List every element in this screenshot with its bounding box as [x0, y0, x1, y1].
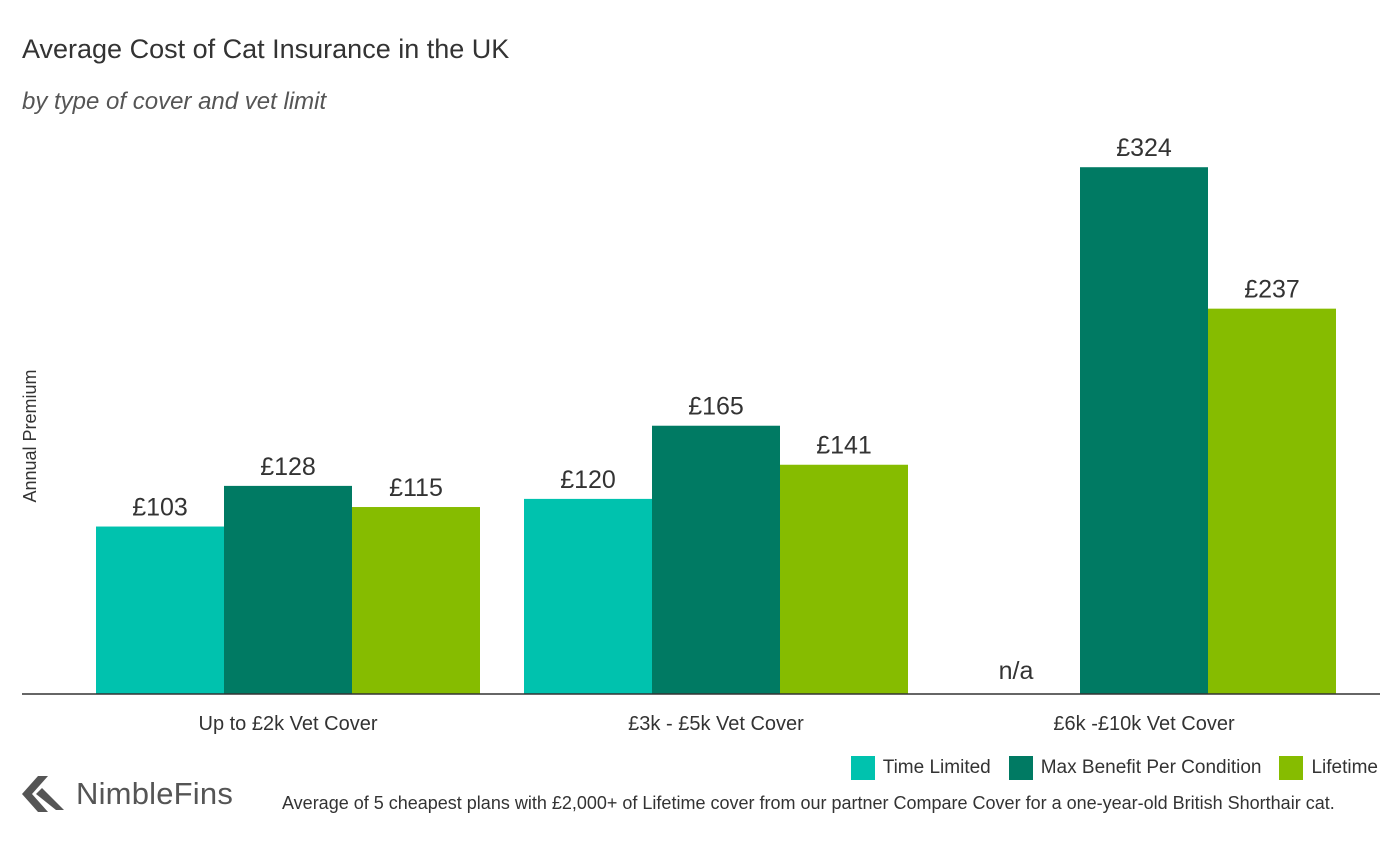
data-label-lifetime-3: £237: [1244, 276, 1300, 304]
data-label-time-limited-3: n/a: [999, 657, 1034, 685]
x-tick-label-1: Up to £2k Vet Cover: [199, 713, 378, 735]
legend-swatch-lifetime: [1279, 756, 1304, 780]
brand-logo: NimbleFins: [20, 774, 233, 814]
bar-time-limited-2: [524, 498, 652, 694]
legend-label-lifetime: Lifetime: [1311, 757, 1378, 778]
data-label-time-limited-1: £103: [132, 494, 188, 522]
x-tick-label-3: £6k -£10k Vet Cover: [1053, 713, 1235, 735]
brand-name: NimbleFins: [76, 776, 234, 811]
legend: Time Limited Max Benefit Per Condition L…: [850, 756, 1378, 780]
legend-swatch-max-benefit: [1008, 756, 1033, 780]
legend-item-time-limited: Time Limited: [850, 756, 991, 780]
legend-label-max-benefit: Max Benefit Per Condition: [1040, 757, 1262, 778]
data-label-lifetime-1: £115: [389, 474, 443, 502]
chart-title: Average Cost of Cat Insurance in the UK: [22, 34, 510, 64]
chart-subtitle: by type of cover and vet limit: [22, 88, 327, 115]
data-label-max-benefit-per-condition-3: £324: [1116, 134, 1172, 162]
data-label-lifetime-2: £141: [816, 432, 872, 460]
data-label-max-benefit-per-condition-1: £128: [260, 453, 316, 481]
x-tick-label-2: £3k - £5k Vet Cover: [628, 713, 804, 735]
bar-lifetime-2: [780, 464, 908, 694]
legend-item-max-benefit: Max Benefit Per Condition: [1008, 756, 1262, 780]
y-axis-label: Annual Premium: [20, 369, 40, 502]
footnote: Average of 5 cheapest plans with £2,000+…: [282, 793, 1335, 813]
legend-item-lifetime: Lifetime: [1279, 756, 1378, 780]
data-label-max-benefit-per-condition-2: £165: [688, 393, 744, 421]
bar-lifetime-1: [352, 507, 480, 694]
legend-label-time-limited: Time Limited: [882, 757, 991, 778]
bar-time-limited-1: [96, 526, 224, 694]
bar-max-benefit-per-condition-1: [224, 485, 352, 694]
bar-max-benefit-per-condition-2: [652, 425, 780, 694]
nimblefins-chevron-icon: [22, 776, 64, 812]
bar-lifetime-3: [1208, 308, 1336, 694]
bar-max-benefit-per-condition-3: [1080, 167, 1208, 695]
legend-swatch-time-limited: [850, 756, 875, 780]
data-label-time-limited-2: £120: [560, 466, 616, 494]
